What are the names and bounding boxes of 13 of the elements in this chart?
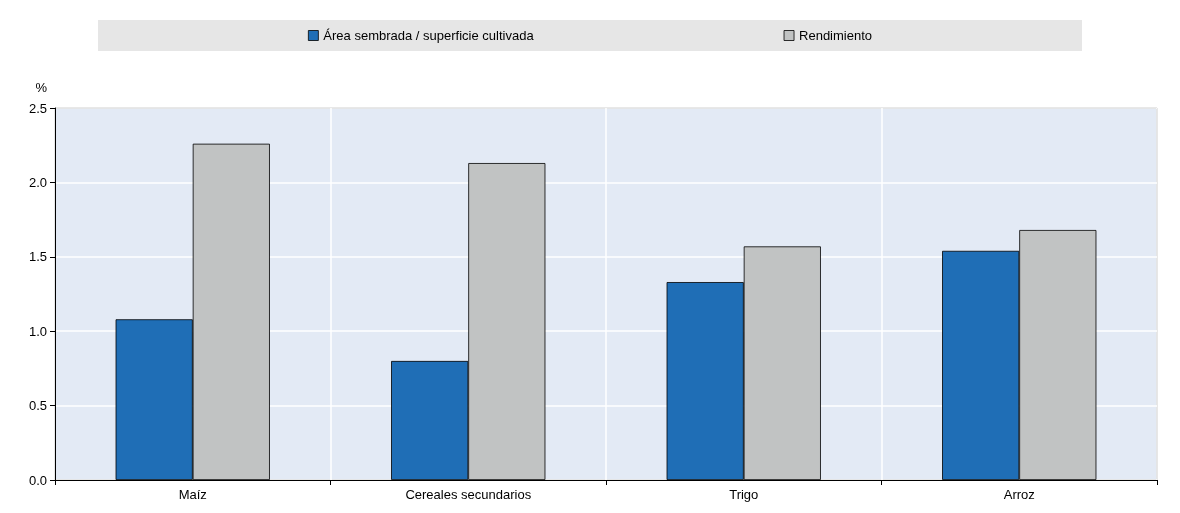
y-tick-label: 2.0	[28, 174, 47, 190]
y-tick-label: 2.5	[28, 100, 47, 116]
y-axis-title: %	[35, 80, 48, 95]
x-tick-label: Trigo	[729, 487, 759, 502]
x-tick-label: Cereales secundarios	[405, 487, 532, 502]
x-tick-label: Maíz	[178, 487, 207, 502]
y-tick-label: 0.0	[28, 472, 47, 488]
y-tick-label: 1.5	[28, 249, 47, 265]
y-tick-label: 1.0	[28, 323, 47, 339]
x-tick-label: Arroz	[1003, 487, 1035, 502]
legend-label: Área sembrada / superficie cultivada	[323, 28, 535, 43]
legend-label: Rendimiento	[799, 28, 873, 43]
y-tick-label: 0.5	[28, 398, 47, 414]
